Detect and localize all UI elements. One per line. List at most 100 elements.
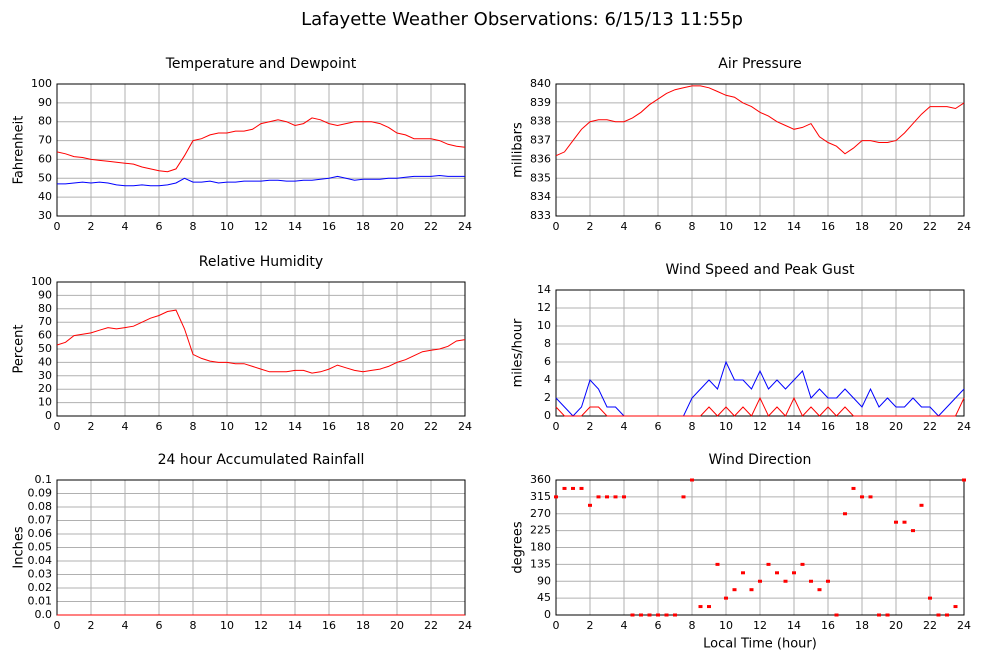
- data-point: [783, 579, 788, 583]
- y-tick-label: 0.0: [35, 608, 53, 621]
- data-point: [732, 588, 737, 592]
- data-point: [860, 495, 864, 499]
- x-tick-label: 4: [621, 420, 628, 433]
- data-point: [579, 486, 584, 490]
- y-tick-label: 0.07: [28, 514, 53, 527]
- y-tick-label: 80: [38, 115, 52, 128]
- x-tick-label: 6: [156, 619, 163, 632]
- x-tick-label: 6: [655, 619, 662, 632]
- y-tick-label: 10: [38, 396, 52, 409]
- x-tick-label: 12: [254, 220, 268, 233]
- data-point: [588, 503, 592, 507]
- x-tick-label: 16: [821, 420, 835, 433]
- y-tick-label: 40: [38, 190, 52, 203]
- y-tick-label: 0.1: [35, 473, 53, 486]
- y-tick-label: 45: [537, 591, 551, 604]
- data-point: [885, 613, 890, 617]
- x-tick-label: 14: [288, 420, 302, 433]
- data-point: [834, 613, 839, 617]
- x-tick-label: 4: [122, 619, 129, 632]
- x-tick-label: 2: [88, 420, 95, 433]
- x-tick-label: 16: [821, 619, 835, 632]
- y-tick-label: 838: [530, 115, 551, 128]
- x-axis-label: Local Time (hour): [703, 637, 817, 652]
- plot-frame: [555, 479, 965, 616]
- panel: Temperature and DewpointFahrenheit304050…: [12, 56, 473, 233]
- x-tick-label: 20: [390, 420, 404, 433]
- x-tick-label: 12: [753, 420, 767, 433]
- data-point: [562, 486, 567, 490]
- x-tick-label: 8: [689, 619, 696, 632]
- data-point: [698, 605, 703, 609]
- page-title: Lafayette Weather Observations: 6/15/13 …: [301, 9, 743, 30]
- plot-frame: [56, 83, 466, 217]
- x-tick-label: 10: [220, 220, 234, 233]
- y-tick-label: 0.05: [28, 541, 53, 554]
- x-tick-label: 4: [621, 619, 628, 632]
- data-point: [741, 571, 745, 575]
- y-tick-label: 0: [544, 409, 551, 422]
- data-point: [596, 495, 601, 499]
- x-tick-label: 4: [122, 220, 129, 233]
- y-tick-label: 40: [38, 355, 52, 368]
- y-tick-label: 70: [38, 315, 52, 328]
- y-tick-label: 10: [537, 319, 551, 332]
- data-point: [945, 613, 949, 617]
- y-tick-label: 270: [530, 507, 551, 520]
- x-tick-label: 18: [356, 220, 370, 233]
- x-tick-label: 22: [424, 619, 438, 632]
- panel-title: Wind Direction: [709, 452, 812, 468]
- data-point: [690, 478, 694, 482]
- x-tick-label: 0: [54, 619, 61, 632]
- x-tick-label: 8: [190, 220, 197, 233]
- y-tick-label: 0.02: [28, 581, 53, 594]
- x-tick-label: 2: [587, 220, 594, 233]
- x-tick-label: 24: [458, 420, 472, 433]
- data-point: [894, 520, 898, 524]
- x-tick-label: 6: [156, 420, 163, 433]
- data-point: [809, 579, 813, 583]
- y-tick-label: 839: [530, 96, 551, 109]
- data-point: [664, 613, 669, 617]
- y-tick-label: 60: [38, 152, 52, 165]
- y-axis-label: Fahrenheit: [12, 116, 27, 185]
- data-point: [766, 562, 771, 566]
- data-point: [605, 495, 609, 499]
- panel: Wind Direction degrees Local Time (hour) 0 4…: [511, 452, 972, 652]
- x-tick-label: 6: [156, 220, 163, 233]
- panel-title: Temperature and Dewpoint: [165, 56, 357, 72]
- data-point: [715, 562, 720, 566]
- y-tick-label: 840: [530, 77, 551, 90]
- x-tick-label: 10: [220, 619, 234, 632]
- y-tick-label: 0.01: [28, 595, 53, 608]
- data-point: [851, 486, 856, 490]
- x-tick-label: 2: [88, 220, 95, 233]
- x-tick-label: 20: [889, 619, 903, 632]
- data-point: [843, 512, 847, 516]
- y-tick-label: 50: [38, 171, 52, 184]
- y-tick-label: 0: [45, 409, 52, 422]
- data-point: [928, 596, 932, 600]
- data-point: [817, 588, 822, 592]
- data-point: [953, 605, 958, 609]
- data-point: [936, 613, 941, 617]
- y-tick-label: 60: [38, 329, 52, 342]
- data-point: [554, 495, 558, 499]
- x-tick-label: 6: [655, 420, 662, 433]
- y-tick-label: 834: [530, 190, 551, 203]
- x-tick-label: 0: [553, 619, 560, 632]
- x-tick-label: 14: [288, 220, 302, 233]
- data-line: [57, 174, 465, 187]
- data-point: [758, 579, 762, 583]
- data-point: [792, 571, 796, 575]
- x-tick-label: 12: [753, 220, 767, 233]
- y-axis-label: millibars: [511, 122, 526, 178]
- data-point: [826, 579, 830, 583]
- panel: Air Pressure millibars 833 834 835 836 837 838 8…: [511, 56, 972, 233]
- x-tick-label: 16: [322, 220, 336, 233]
- x-tick-label: 2: [587, 619, 594, 632]
- y-tick-label: 135: [530, 557, 551, 570]
- x-tick-label: 18: [356, 619, 370, 632]
- x-tick-label: 10: [719, 420, 733, 433]
- data-line: [56, 117, 466, 173]
